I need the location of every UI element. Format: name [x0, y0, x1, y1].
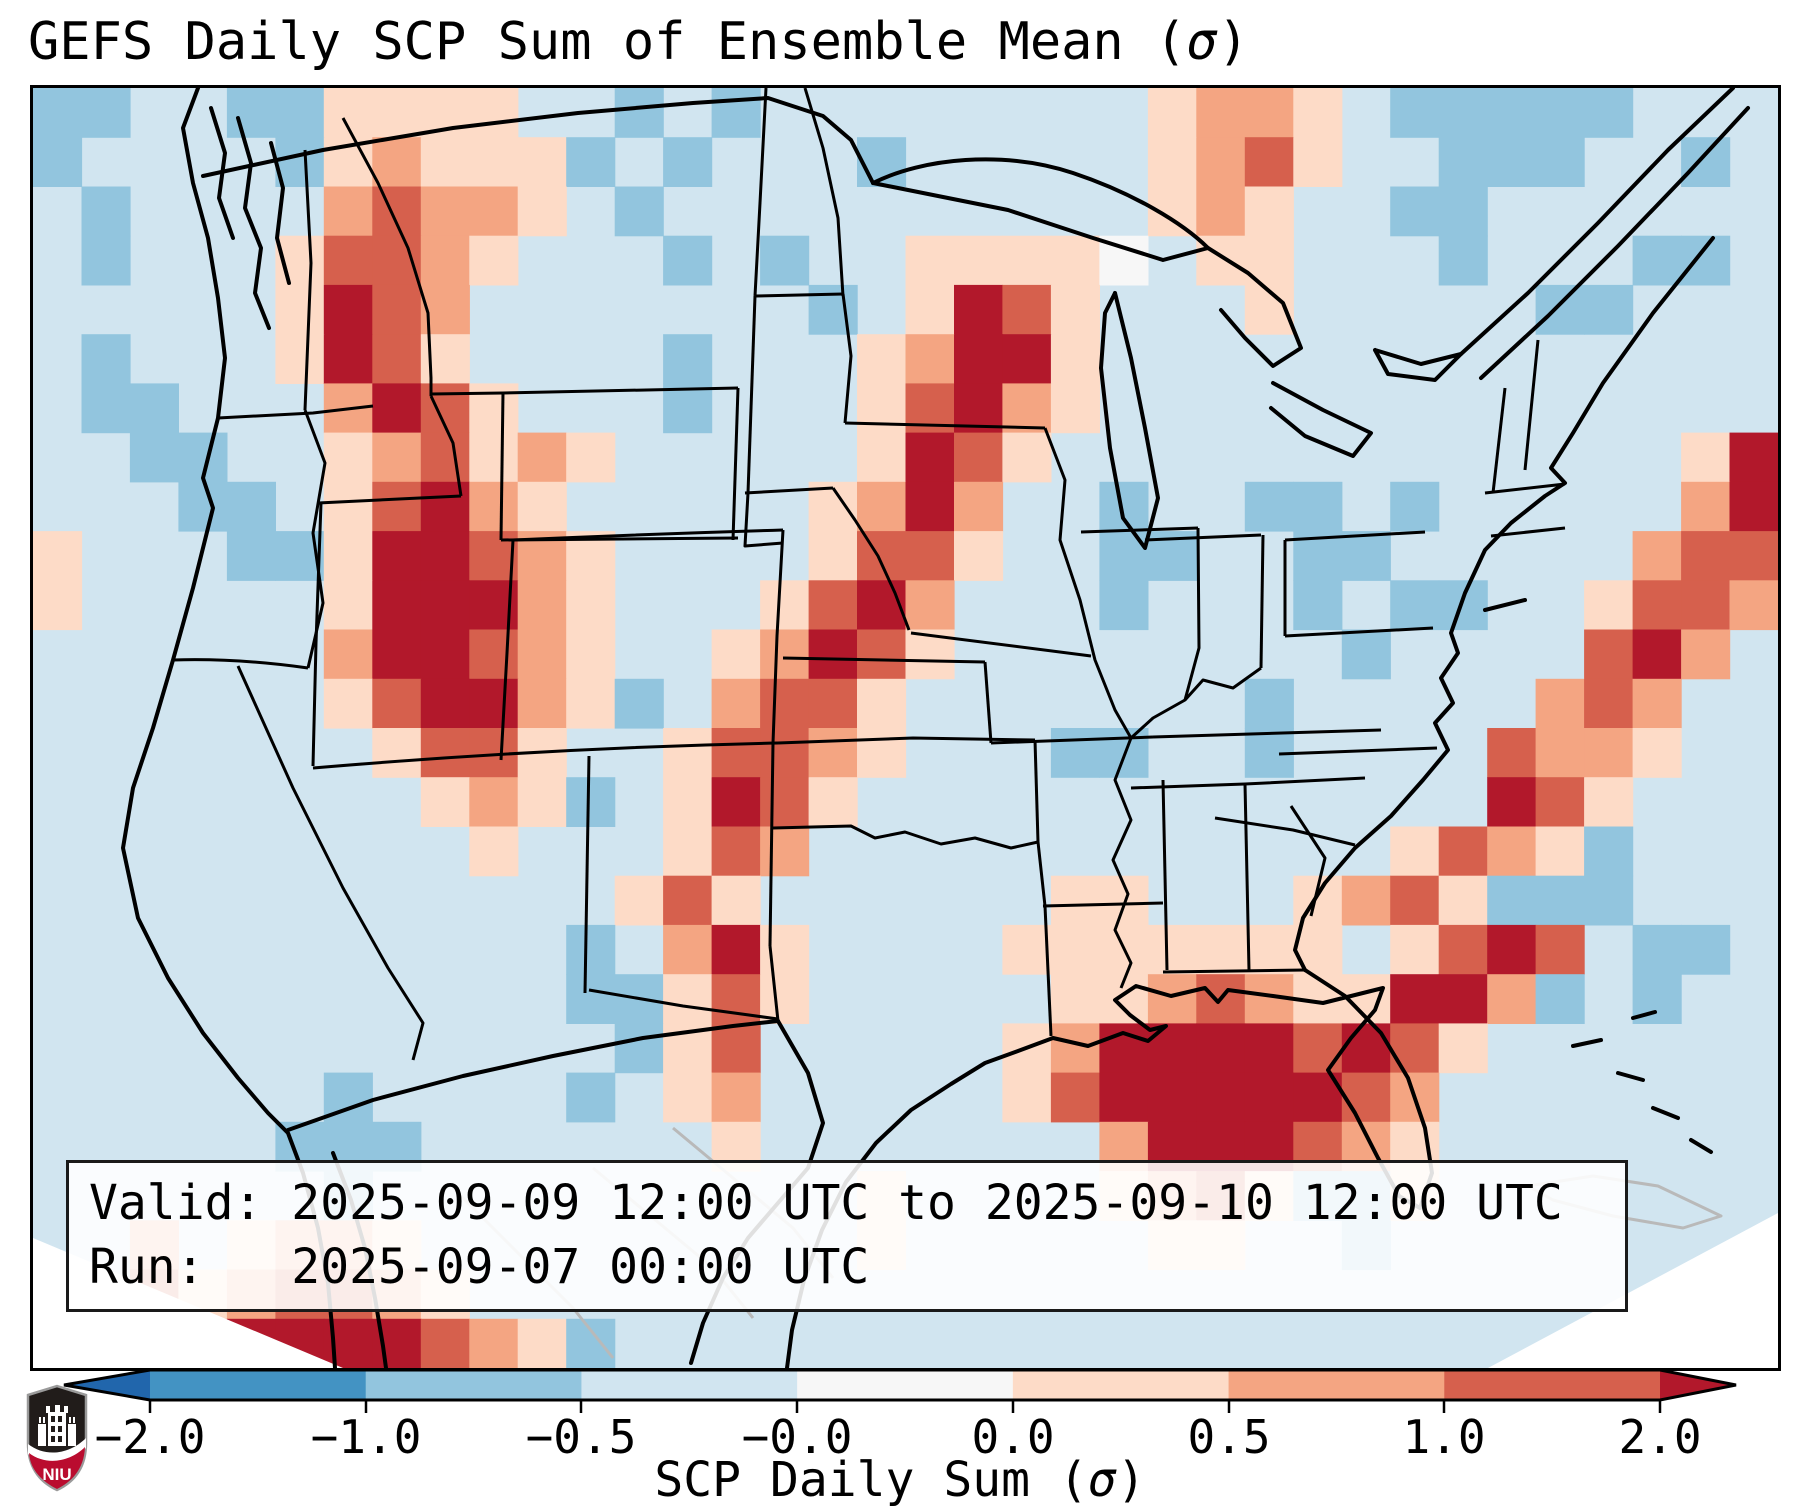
colorbar-tick: −0.5 [525, 1410, 637, 1464]
colorbar-label-suffix: ) [1116, 1452, 1146, 1508]
colorbar-tick: −1.0 [310, 1410, 422, 1464]
niu-logo-text: NIU [42, 1465, 71, 1484]
colorbar-tick: 0.0 [971, 1410, 1055, 1464]
niu-shield-red [29, 1447, 85, 1489]
title-sigma: σ [1186, 12, 1218, 72]
scp-map: Valid: 2025-09-09 12:00 UTC to 2025-09-1… [30, 85, 1781, 1371]
valid-run-annotation: Valid: 2025-09-09 12:00 UTC to 2025-09-1… [66, 1160, 1628, 1312]
colorbar-tick: 0.5 [1187, 1410, 1271, 1464]
valid-time-text: Valid: 2025-09-09 12:00 UTC to 2025-09-1… [89, 1175, 1563, 1231]
colorbar-tick: −0.0 [741, 1410, 853, 1464]
colorbar-label-text: SCP Daily Sum ( [654, 1452, 1088, 1508]
niu-swoosh [28, 1438, 86, 1463]
map-canvas [33, 88, 1778, 1368]
projection-wedge-right [1488, 1213, 1778, 1368]
page-title: GEFS Daily SCP Sum of Ensemble Mean (σ) [28, 12, 1249, 72]
state-borders [172, 88, 1566, 1061]
colorbar-axis-label: SCP Daily Sum (σ) [654, 1452, 1145, 1508]
niu-castle-windows [51, 1416, 62, 1442]
colorbar-tick: −2.0 [94, 1410, 206, 1464]
coastlines [121, 88, 1750, 1368]
colorbar-tick: 2.0 [1618, 1410, 1702, 1464]
niu-logo: NIU [26, 1384, 88, 1492]
colorbar-label-sigma: σ [1087, 1452, 1117, 1508]
run-time-text: Run: 2025-09-07 00:00 UTC [89, 1239, 870, 1295]
colorbar-tick: 1.0 [1402, 1410, 1486, 1464]
title-suffix: ) [1217, 12, 1249, 72]
title-text: GEFS Daily SCP Sum of Ensemble Mean ( [28, 12, 1187, 72]
